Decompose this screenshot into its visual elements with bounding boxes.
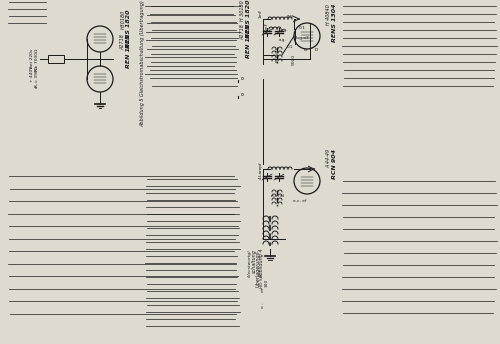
Text: b.g.o3: b.g.o3 [296, 36, 310, 40]
Text: Abbildung 5 Gleichstromabschaltung (Ubertragung): Abbildung 5 Gleichstromabschaltung (Uber… [140, 0, 145, 127]
Text: E Zo.D: E Zo.D [276, 48, 280, 62]
Text: RCN 904: RCN 904 [332, 149, 336, 179]
Text: D: D [314, 48, 318, 52]
Text: 1mF: 1mF [265, 22, 269, 31]
Bar [48, 55, 64, 63]
Text: schaltung: schaltung [252, 249, 256, 273]
Text: H 30180: H 30180 [240, 0, 246, 21]
Text: 4.Lampf: 4.Lampf [259, 161, 263, 179]
Text: (Vecstwortg): (Vecstwortg) [248, 249, 252, 277]
Text: A 44-49: A 44-49 [326, 149, 332, 168]
Text: + 440V: + 440V [30, 66, 34, 82]
Text: 0.1: 0.1 [298, 26, 306, 30]
Text: Abbildung 4: Abbildung 4 [260, 249, 264, 279]
Text: o: o [240, 76, 244, 82]
Text: 300: 300 [265, 279, 269, 287]
Text: 0.1: 0.1 [287, 45, 293, 49]
Text: a.g.: a.g. [279, 38, 287, 42]
Text: bet 220v: bet 220v [30, 49, 34, 68]
Text: H30180: H30180 [120, 10, 126, 29]
Text: o -: o - [261, 302, 265, 308]
Text: o -: o - [35, 82, 39, 88]
Text: H 40840: H 40840 [326, 4, 332, 25]
Text: R= 7000Ω: R= 7000Ω [35, 49, 39, 71]
Text: RENS 1820: RENS 1820 [246, 0, 250, 39]
Text: 1mF: 1mF [259, 9, 263, 18]
Text: R = 390Ω: R = 390Ω [35, 66, 39, 87]
Text: HD 50: HD 50 [260, 274, 264, 288]
Text: RENS 1820: RENS 1820 [126, 10, 130, 49]
Text: a.g.: a.g. [281, 28, 289, 32]
Text: REN 1821: REN 1821 [126, 34, 130, 68]
Text: Uberlagerungs-: Uberlagerungs- [256, 249, 260, 287]
Text: REN 1821: REN 1821 [246, 24, 250, 58]
Text: 5000: 5000 [292, 54, 296, 65]
Text: n.c. el: n.c. el [272, 194, 284, 198]
Text: o+: o+ [261, 286, 265, 292]
Text: RENS 1304: RENS 1304 [332, 4, 336, 43]
Text: e.c. ef: e.c. ef [293, 199, 307, 203]
Text: A2718: A2718 [240, 24, 246, 40]
Text: A2718: A2718 [120, 34, 126, 50]
Text: a.g.: a.g. [287, 14, 295, 18]
Text: o: o [240, 93, 244, 97]
Text: D: D [304, 48, 306, 52]
